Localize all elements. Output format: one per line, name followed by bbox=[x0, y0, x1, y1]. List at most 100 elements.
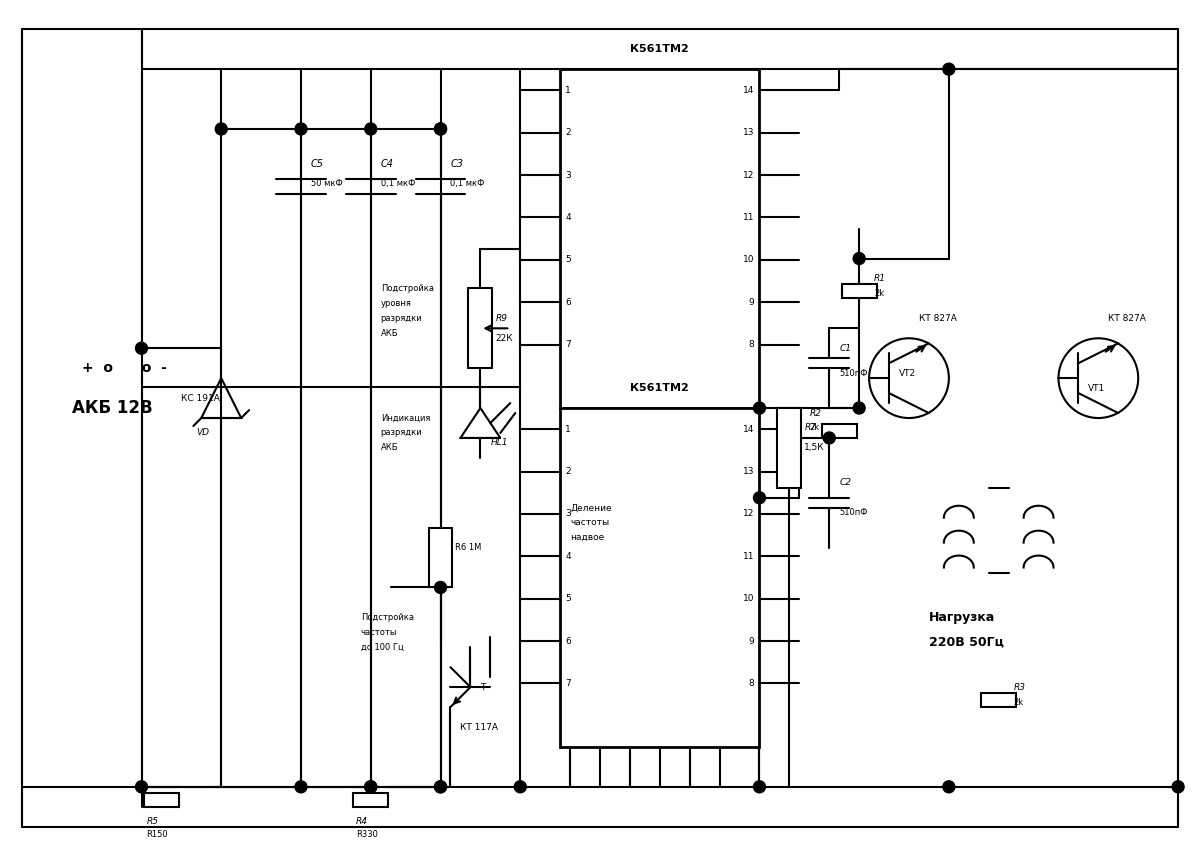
Text: 13: 13 bbox=[743, 467, 755, 476]
Text: 14: 14 bbox=[743, 86, 755, 95]
Text: 4: 4 bbox=[565, 552, 571, 561]
Text: Подстройка: Подстройка bbox=[361, 613, 414, 622]
Text: C2: C2 bbox=[839, 478, 851, 488]
Text: 22К: 22К bbox=[496, 334, 512, 343]
Text: R4: R4 bbox=[356, 817, 368, 826]
Text: частоты: частоты bbox=[361, 628, 397, 637]
Circle shape bbox=[754, 781, 766, 793]
Circle shape bbox=[295, 123, 307, 135]
Bar bbox=[428, 527, 452, 588]
Text: 9: 9 bbox=[749, 298, 755, 307]
Bar bbox=[353, 793, 388, 806]
Circle shape bbox=[515, 781, 527, 793]
Bar bbox=[560, 70, 760, 408]
Circle shape bbox=[215, 123, 227, 135]
Text: Деление: Деление bbox=[570, 503, 612, 512]
Text: К561ТМ2: К561ТМ2 bbox=[630, 44, 689, 54]
Circle shape bbox=[434, 582, 446, 594]
Text: R2: R2 bbox=[809, 409, 821, 417]
Circle shape bbox=[365, 781, 377, 793]
Text: 2: 2 bbox=[565, 128, 571, 137]
Text: C1: C1 bbox=[839, 343, 851, 353]
Bar bbox=[560, 408, 760, 747]
Circle shape bbox=[434, 781, 446, 793]
Circle shape bbox=[295, 781, 307, 793]
Circle shape bbox=[754, 402, 766, 414]
Text: T: T bbox=[480, 683, 486, 692]
Text: 5: 5 bbox=[565, 255, 571, 265]
Text: C5: C5 bbox=[311, 159, 324, 169]
Text: 1: 1 bbox=[565, 425, 571, 433]
Circle shape bbox=[943, 64, 955, 75]
Text: 3: 3 bbox=[565, 170, 571, 180]
Bar bbox=[468, 288, 492, 368]
Text: 11: 11 bbox=[743, 213, 755, 222]
Text: 2k: 2k bbox=[809, 423, 820, 432]
Text: 510пФ: 510пФ bbox=[839, 508, 868, 517]
Text: АКБ: АКБ bbox=[380, 329, 398, 338]
Circle shape bbox=[754, 492, 766, 504]
Circle shape bbox=[136, 781, 148, 793]
Circle shape bbox=[365, 123, 377, 135]
Circle shape bbox=[434, 123, 446, 135]
Text: уровня: уровня bbox=[380, 298, 412, 308]
Circle shape bbox=[365, 781, 377, 793]
Circle shape bbox=[823, 432, 835, 444]
Text: C4: C4 bbox=[380, 159, 394, 169]
Text: 13: 13 bbox=[743, 128, 755, 137]
Text: 3: 3 bbox=[565, 510, 571, 518]
Text: КТ 117А: КТ 117А bbox=[461, 722, 498, 732]
Text: АКБ: АКБ bbox=[380, 444, 398, 453]
Text: 220В 50Гц: 220В 50Гц bbox=[929, 636, 1003, 649]
Bar bbox=[841, 284, 876, 298]
Text: 7: 7 bbox=[565, 340, 571, 349]
Circle shape bbox=[136, 343, 148, 354]
Text: VT1: VT1 bbox=[1088, 383, 1105, 393]
Text: 0,1 мкФ: 0,1 мкФ bbox=[450, 179, 485, 188]
Text: 14: 14 bbox=[743, 425, 755, 433]
Bar bbox=[144, 793, 179, 806]
Text: R9: R9 bbox=[496, 314, 508, 323]
Text: 11: 11 bbox=[743, 552, 755, 561]
Text: C3: C3 bbox=[450, 159, 463, 169]
Text: 12: 12 bbox=[743, 510, 755, 518]
Text: 2: 2 bbox=[565, 467, 571, 476]
Text: о  -: о - bbox=[132, 361, 167, 375]
Text: разрядки: разрядки bbox=[380, 314, 422, 323]
Bar bbox=[822, 424, 857, 438]
Text: 5: 5 bbox=[565, 594, 571, 603]
Text: +  о: + о bbox=[82, 361, 113, 375]
Text: HL1: HL1 bbox=[491, 438, 508, 448]
Text: 2k: 2k bbox=[874, 289, 884, 298]
Text: R5: R5 bbox=[146, 817, 158, 826]
Text: R1: R1 bbox=[874, 274, 886, 283]
Text: К561ТМ2: К561ТМ2 bbox=[630, 383, 689, 393]
Text: до 100 Гц: до 100 Гц bbox=[361, 643, 403, 652]
Text: 0,1 мкФ: 0,1 мкФ bbox=[380, 179, 415, 188]
Text: R3: R3 bbox=[1014, 683, 1026, 692]
Text: 12: 12 bbox=[743, 170, 755, 180]
Text: Индикация: Индикация bbox=[380, 414, 430, 422]
Text: 8: 8 bbox=[749, 679, 755, 688]
Text: надвое: надвое bbox=[570, 533, 605, 542]
Text: 6: 6 bbox=[565, 637, 571, 645]
Bar bbox=[778, 408, 802, 488]
Text: R7: R7 bbox=[804, 423, 816, 432]
Text: 50 мкФ: 50 мкФ bbox=[311, 179, 343, 188]
Circle shape bbox=[853, 253, 865, 265]
Circle shape bbox=[943, 781, 955, 793]
Circle shape bbox=[853, 402, 865, 414]
Text: КС 191А: КС 191А bbox=[181, 393, 221, 403]
Text: R6 1М: R6 1М bbox=[456, 543, 482, 552]
Text: АКБ 12В: АКБ 12В bbox=[72, 399, 152, 417]
Text: КТ 827А: КТ 827А bbox=[919, 314, 956, 323]
Text: КТ 827А: КТ 827А bbox=[1109, 314, 1146, 323]
Text: VD: VD bbox=[197, 428, 209, 438]
Text: Нагрузка: Нагрузка bbox=[929, 611, 995, 624]
Text: 1: 1 bbox=[565, 86, 571, 95]
Bar bbox=[982, 693, 1016, 707]
Text: VT2: VT2 bbox=[899, 369, 916, 377]
Text: 7: 7 bbox=[565, 679, 571, 688]
Text: 10: 10 bbox=[743, 255, 755, 265]
Circle shape bbox=[434, 123, 446, 135]
